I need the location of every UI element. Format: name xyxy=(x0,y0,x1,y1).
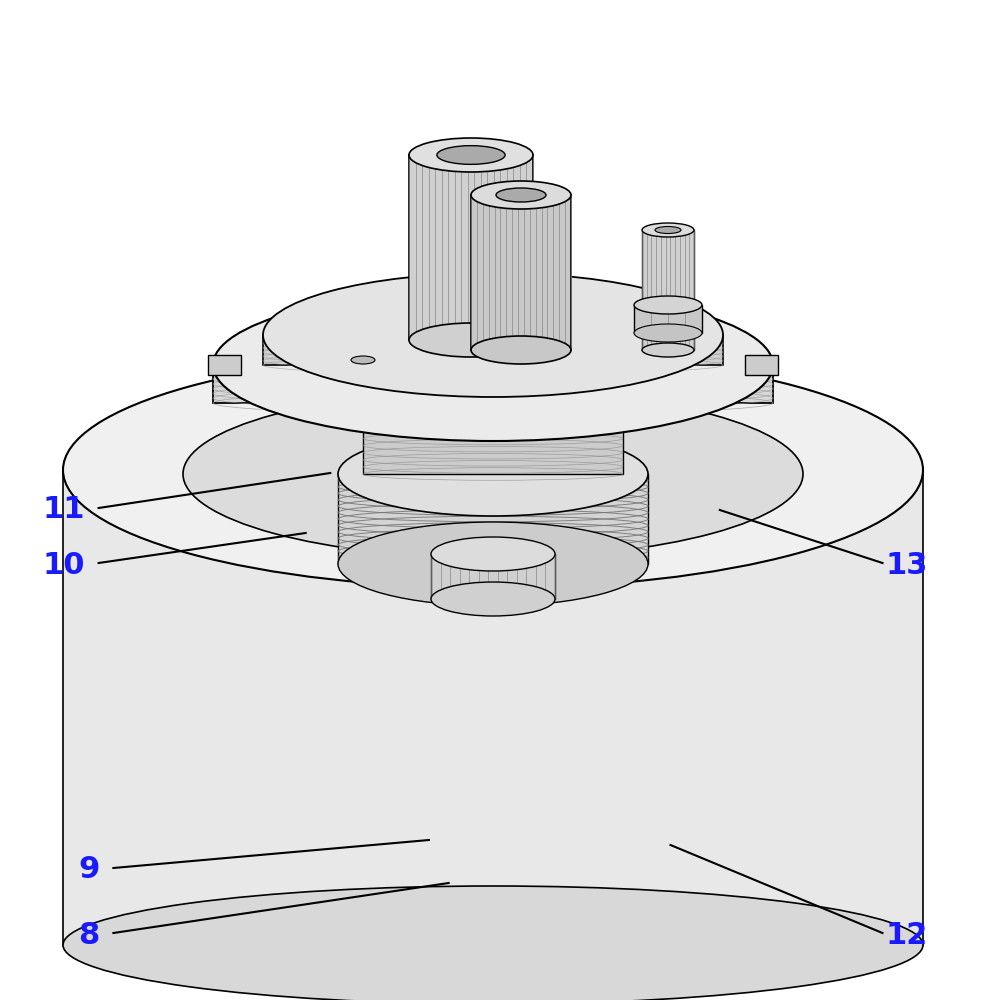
Ellipse shape xyxy=(642,223,694,237)
Text: 13: 13 xyxy=(886,550,928,579)
Polygon shape xyxy=(363,403,623,474)
Ellipse shape xyxy=(338,522,648,606)
Ellipse shape xyxy=(435,294,551,326)
Ellipse shape xyxy=(63,352,923,588)
Polygon shape xyxy=(471,195,571,350)
Ellipse shape xyxy=(431,537,555,571)
Ellipse shape xyxy=(409,323,533,357)
Ellipse shape xyxy=(471,181,571,209)
Text: 8: 8 xyxy=(78,921,100,950)
Polygon shape xyxy=(634,305,702,333)
Ellipse shape xyxy=(634,324,702,342)
Ellipse shape xyxy=(642,343,694,357)
Polygon shape xyxy=(409,155,533,340)
Polygon shape xyxy=(745,355,778,375)
Ellipse shape xyxy=(63,886,923,1000)
Ellipse shape xyxy=(437,146,505,164)
Ellipse shape xyxy=(431,582,555,616)
Ellipse shape xyxy=(409,138,533,172)
Polygon shape xyxy=(213,365,773,403)
Polygon shape xyxy=(431,554,555,599)
Text: 11: 11 xyxy=(42,495,86,524)
Polygon shape xyxy=(642,230,694,350)
Ellipse shape xyxy=(363,368,623,438)
Ellipse shape xyxy=(655,227,681,233)
Ellipse shape xyxy=(471,336,571,364)
Ellipse shape xyxy=(634,296,702,314)
Polygon shape xyxy=(435,310,551,340)
Text: 10: 10 xyxy=(42,550,86,579)
Ellipse shape xyxy=(338,432,648,516)
Text: 12: 12 xyxy=(886,921,928,950)
Ellipse shape xyxy=(263,273,723,397)
Ellipse shape xyxy=(351,356,375,364)
Polygon shape xyxy=(338,474,648,564)
Polygon shape xyxy=(63,470,923,945)
Text: 9: 9 xyxy=(78,856,100,884)
Polygon shape xyxy=(208,355,241,375)
Ellipse shape xyxy=(496,188,546,202)
Ellipse shape xyxy=(183,390,803,558)
Ellipse shape xyxy=(213,289,773,441)
Polygon shape xyxy=(263,335,723,365)
Ellipse shape xyxy=(435,324,551,356)
